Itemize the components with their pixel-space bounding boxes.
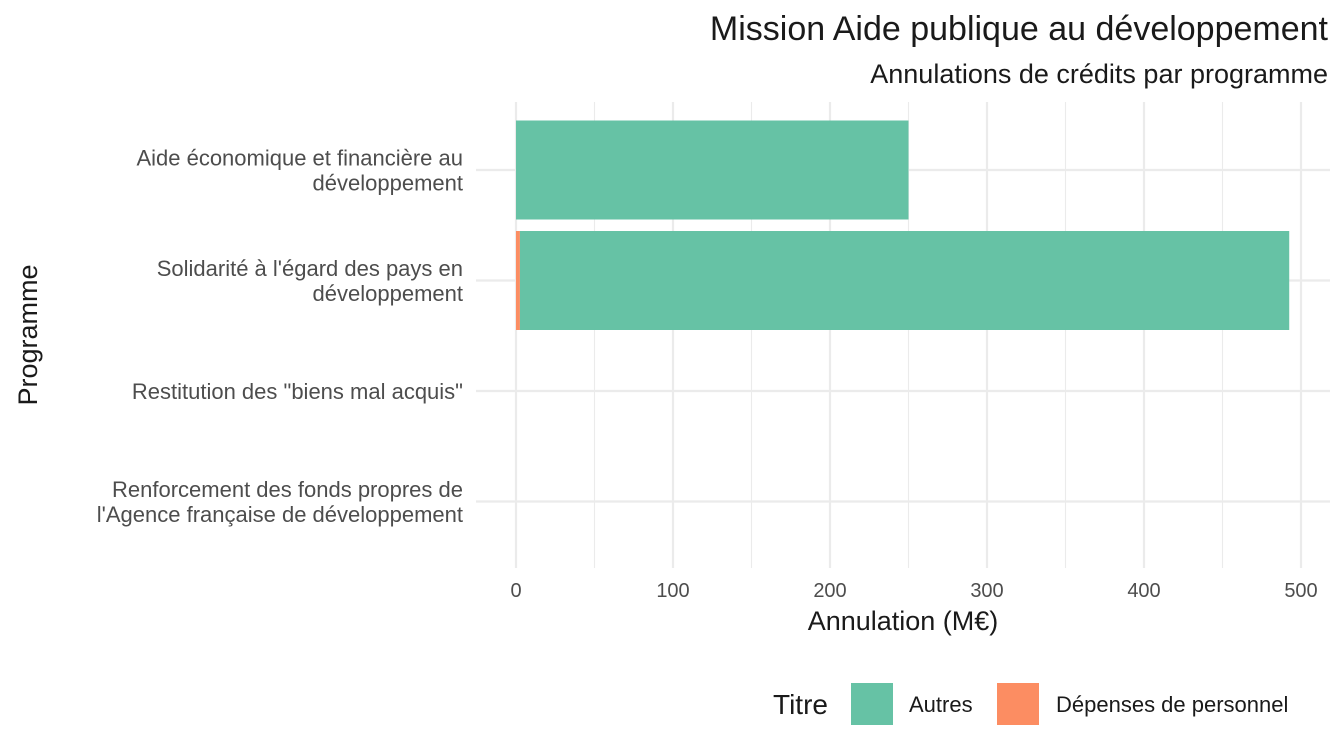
category-label: l'Agence française de développement [97, 502, 463, 527]
legend-key [851, 683, 893, 725]
category-label: développement [313, 281, 463, 306]
legend-key [997, 683, 1039, 725]
legend-label: Autres [909, 692, 973, 717]
chart-title: Mission Aide publique au développement [710, 10, 1329, 48]
bar [516, 231, 520, 330]
category-label: développement [313, 171, 463, 196]
x-tick-labels: 0 100 200 300 400 500 [510, 580, 1317, 602]
y-axis-title: Programme [13, 264, 43, 405]
legend-title: Titre [773, 689, 828, 720]
legend: Titre Autres Dépenses de personnel [773, 683, 1288, 725]
bar [516, 120, 909, 220]
x-tick-label: 500 [1284, 580, 1317, 602]
chart-subtitle: Annulations de crédits par programme [870, 59, 1328, 89]
category-label: Restitution des "biens mal acquis" [132, 379, 463, 404]
legend-label: Dépenses de personnel [1056, 692, 1288, 717]
category-label: Aide économique et financière au [136, 146, 463, 171]
x-tick-label: 400 [1127, 580, 1160, 602]
category-labels: Aide économique et financière audévelopp… [97, 146, 463, 528]
x-tick-label: 300 [970, 580, 1003, 602]
bars [516, 120, 1290, 330]
x-axis-title: Annulation (M€) [808, 606, 999, 636]
bar [519, 231, 1290, 330]
category-label: Renforcement des fonds propres de [112, 477, 463, 502]
x-tick-label: 100 [656, 580, 689, 602]
category-label: Solidarité à l'égard des pays en [157, 256, 463, 281]
x-tick-label: 200 [813, 580, 846, 602]
x-tick-label: 0 [510, 580, 521, 602]
